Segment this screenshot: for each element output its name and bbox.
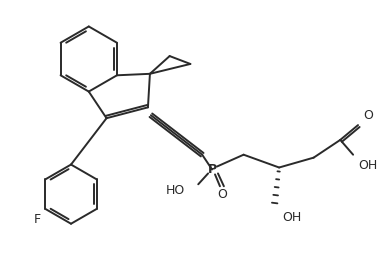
Text: OH: OH [358,159,377,172]
Text: O: O [217,188,227,201]
Text: O: O [363,109,373,122]
Text: HO: HO [166,184,185,197]
Text: F: F [33,213,40,226]
Text: P: P [207,163,217,176]
Text: OH: OH [282,211,301,224]
